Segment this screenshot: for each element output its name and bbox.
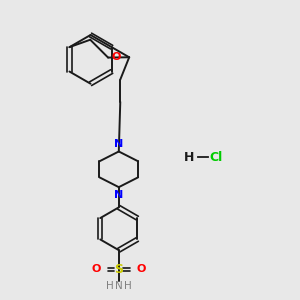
Text: Cl: Cl	[209, 151, 223, 164]
Text: N: N	[114, 190, 123, 200]
Text: O: O	[112, 52, 121, 62]
Text: H: H	[124, 281, 131, 291]
Text: O: O	[136, 265, 146, 275]
Text: N: N	[115, 281, 123, 291]
Text: N: N	[114, 139, 123, 149]
Text: S: S	[114, 263, 123, 276]
Text: H: H	[184, 151, 195, 164]
Text: O: O	[92, 265, 101, 275]
Text: H: H	[106, 281, 114, 291]
